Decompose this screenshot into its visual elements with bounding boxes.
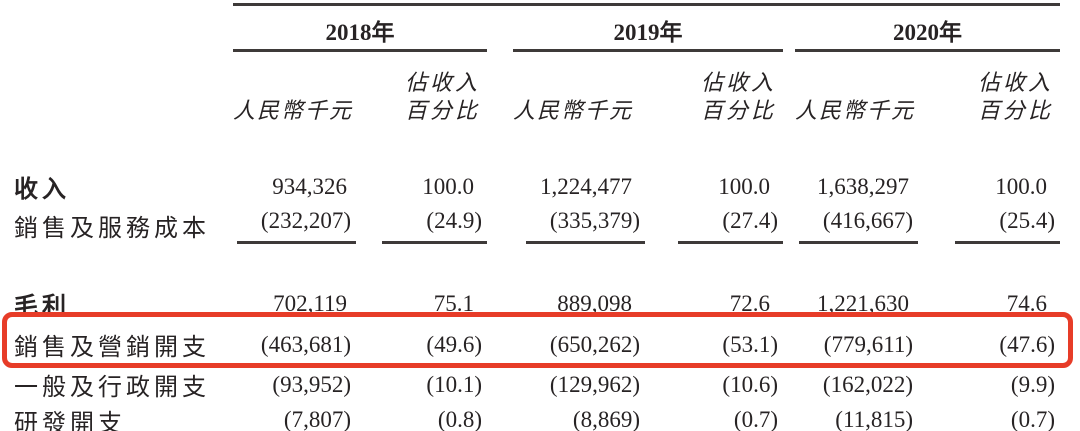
amount-cell: 1,638,297 xyxy=(817,173,909,199)
amount-cell: (335,379) xyxy=(513,205,645,247)
pct-header-line2: 百分比 xyxy=(404,97,480,123)
subheader-row: 人民幣千元 佔收入 百分比 人民幣千元 佔收入 百分比 人民幣千元 佔收入 百分比 xyxy=(0,51,1080,131)
amount-cell: (463,681) xyxy=(260,331,351,357)
pct-cell: (53.1) xyxy=(722,331,778,357)
column-gap xyxy=(487,323,513,367)
pct-cell: 72.6 xyxy=(729,290,770,316)
right-margin-cell xyxy=(1060,367,1080,403)
column-gap xyxy=(487,403,513,431)
amount-cell: 1,224,477 xyxy=(540,173,632,199)
right-margin-cell xyxy=(1060,5,1080,51)
right-margin-cell xyxy=(1060,205,1080,247)
column-gap xyxy=(487,285,513,323)
pct-cell: 100.0 xyxy=(718,173,770,199)
column-gap xyxy=(783,285,795,323)
table-row-cost-of-sales: 銷售及服務成本 (232,207) (24.9) (335,379) (27.4… xyxy=(0,205,1080,247)
row-label: 一般及行政開支 xyxy=(14,375,210,401)
pct-cell: (0.8) xyxy=(437,407,482,431)
row-label: 銷售及服務成本 xyxy=(14,216,210,242)
pct-cell: 100.0 xyxy=(422,173,474,199)
amount-unit-header: 人民幣千元 xyxy=(795,97,916,123)
pct-cell: 75.1 xyxy=(433,290,474,316)
column-gap xyxy=(783,367,795,403)
table-row-revenue: 收入 934,326 100.0 1,224,477 100.0 1,638,2… xyxy=(0,169,1080,205)
right-margin-cell xyxy=(1060,169,1080,205)
pct-of-revenue-header: 佔收入 百分比 xyxy=(918,51,1060,131)
year-header-row: 2018年 2019年 2020年 xyxy=(0,3,1080,52)
pct-header-line1: 佔收入 xyxy=(700,69,776,95)
table-row-gross-profit: 毛利 702,119 75.1 889,098 72.6 1,221,630 7… xyxy=(0,285,1080,323)
pct-cell: (47.6) xyxy=(999,331,1055,357)
row-label: 研發開支 xyxy=(14,410,126,431)
amount-cell: (7,807) xyxy=(283,407,351,431)
amount-cell: (8,869) xyxy=(572,407,640,431)
income-statement-table: 2018年 2019年 2020年 人民幣千元 佔收入 百分比 人民幣千元 佔收入… xyxy=(0,3,1080,431)
column-gap xyxy=(487,51,513,131)
column-gap xyxy=(783,323,795,367)
pct-cell: (27.4) xyxy=(645,205,783,247)
pct-header-line2: 百分比 xyxy=(977,97,1053,123)
amount-cell: (162,022) xyxy=(822,371,913,397)
pct-of-revenue-header: 佔收入 百分比 xyxy=(645,51,783,131)
year-header-2019: 2019年 xyxy=(513,3,783,52)
table-row-selling-marketing: 銷售及營銷開支 (463,681) (49.6) (650,262) (53.1… xyxy=(0,323,1080,367)
right-margin-cell xyxy=(1060,51,1080,131)
column-gap xyxy=(783,3,795,51)
corner-blank-cell xyxy=(0,51,233,131)
pct-of-revenue-header: 佔收入 百分比 xyxy=(356,51,487,131)
pct-cell: (24.9) xyxy=(356,205,487,247)
row-label: 銷售及營銷開支 xyxy=(14,335,210,361)
pct-cell: (0.7) xyxy=(1010,407,1055,431)
amount-cell: (129,962) xyxy=(549,371,640,397)
table-row-rd-expenses: 研發開支 (7,807) (0.8) (8,869) (0.7) (11,815… xyxy=(0,403,1080,431)
spacer-row xyxy=(0,131,1080,169)
column-gap xyxy=(783,403,795,431)
amount-unit-header: 人民幣千元 xyxy=(233,97,354,123)
amount-cell: (232,207) xyxy=(233,205,356,247)
pct-header-line2: 百分比 xyxy=(700,97,776,123)
amount-cell: 702,119 xyxy=(273,290,347,316)
table-row-general-admin: 一般及行政開支 (93,952) (10.1) (129,962) (10.6)… xyxy=(0,367,1080,403)
corner-blank-cell xyxy=(0,5,233,51)
year-header-2018: 2018年 xyxy=(233,3,487,52)
amount-cell: (779,611) xyxy=(823,331,913,357)
pct-cell: (25.4) xyxy=(918,205,1060,247)
spacer-row xyxy=(0,247,1080,285)
amount-cell: (416,667) xyxy=(795,205,918,247)
right-margin-cell xyxy=(1060,403,1080,431)
pct-cell: (0.7) xyxy=(733,407,778,431)
pct-cell: (10.1) xyxy=(426,371,482,397)
amount-cell: 1,221,630 xyxy=(817,290,909,316)
column-gap xyxy=(487,205,513,247)
pct-cell: (10.6) xyxy=(722,371,778,397)
column-gap xyxy=(783,169,795,205)
amount-cell: 889,098 xyxy=(557,290,632,316)
right-margin-cell xyxy=(1060,323,1080,367)
pct-cell: 100.0 xyxy=(995,173,1047,199)
column-gap xyxy=(783,51,795,131)
pct-cell: 74.6 xyxy=(1006,290,1047,316)
pct-header-line1: 佔收入 xyxy=(977,69,1053,95)
amount-cell: (650,262) xyxy=(549,331,640,357)
amount-cell: (11,815) xyxy=(835,407,913,431)
amount-cell: 934,326 xyxy=(272,173,347,199)
column-gap xyxy=(487,367,513,403)
column-gap xyxy=(783,205,795,247)
pct-cell: (9.9) xyxy=(1010,371,1055,397)
right-margin-cell xyxy=(1060,285,1080,323)
column-gap xyxy=(487,3,513,51)
pct-cell: (49.6) xyxy=(426,331,482,357)
amount-unit-header: 人民幣千元 xyxy=(513,97,634,123)
row-label: 收入 xyxy=(14,177,70,203)
pct-header-line1: 佔收入 xyxy=(404,69,480,95)
row-label: 毛利 xyxy=(14,294,70,320)
amount-cell: (93,952) xyxy=(272,371,351,397)
column-gap xyxy=(487,169,513,205)
year-header-2020: 2020年 xyxy=(795,3,1060,52)
